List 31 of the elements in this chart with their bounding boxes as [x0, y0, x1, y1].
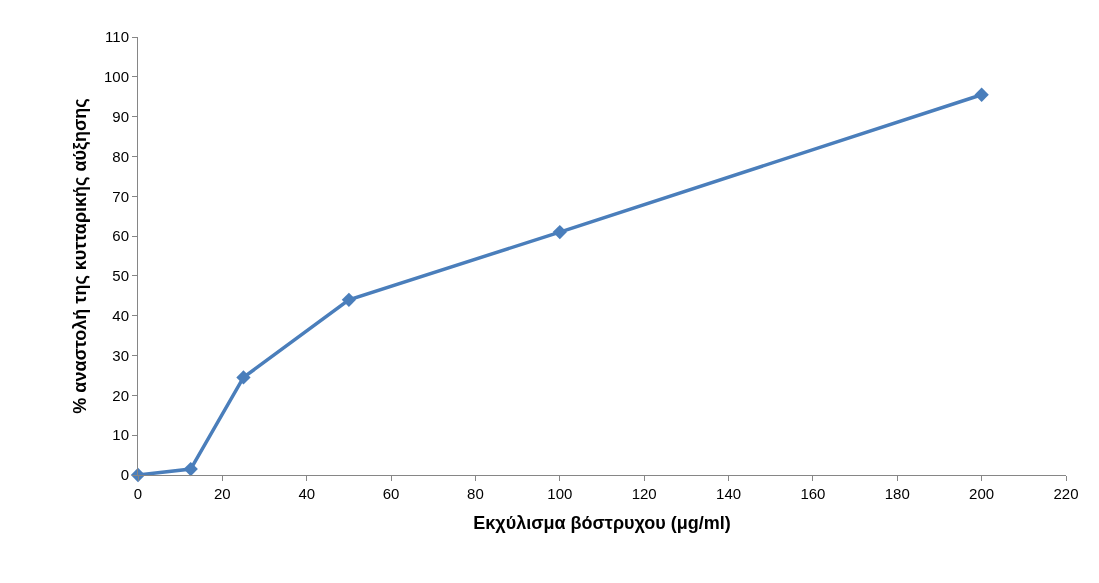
y-tick-label: 110 — [105, 28, 129, 46]
y-tick-label: 100 — [103, 68, 129, 86]
x-tick-label: 200 — [969, 485, 995, 502]
x-tick-label: 100 — [547, 485, 573, 502]
y-tick-label: 10 — [112, 426, 129, 444]
x-tick-label: 120 — [631, 485, 657, 502]
x-tick-label: 40 — [298, 485, 316, 502]
point — [341, 292, 357, 307]
y-tick-label: 90 — [112, 107, 129, 125]
x-tick-label: 140 — [716, 485, 742, 502]
x-tick-label: 0 — [133, 485, 143, 502]
x-tick-label: 60 — [382, 485, 400, 502]
x-tick-label: 20 — [214, 485, 231, 502]
y-tick-label: 40 — [112, 306, 129, 324]
x-tick-label: 160 — [800, 485, 826, 502]
y-tick-label: 60 — [112, 227, 129, 245]
point — [552, 224, 567, 240]
y-axis-title: % αναστολή της κυτταρικής αύξησης — [70, 98, 92, 414]
x-tick-label: 180 — [884, 485, 910, 502]
point — [183, 461, 198, 477]
x-axis-title: Εκχύλισμα βόστρυχου (μg/ml) — [473, 513, 731, 534]
x-tick-label: 220 — [1053, 485, 1079, 502]
y-tick-label: 50 — [112, 267, 129, 285]
y-tick-label: 20 — [112, 386, 129, 404]
y-tick-label: 0 — [120, 466, 129, 484]
y-tick-label: 70 — [112, 187, 129, 205]
point — [974, 87, 989, 102]
x-tick-label: 80 — [467, 485, 484, 502]
y-tick-label: 80 — [112, 147, 129, 165]
y-tick-label: 30 — [112, 346, 129, 364]
point — [236, 370, 251, 385]
